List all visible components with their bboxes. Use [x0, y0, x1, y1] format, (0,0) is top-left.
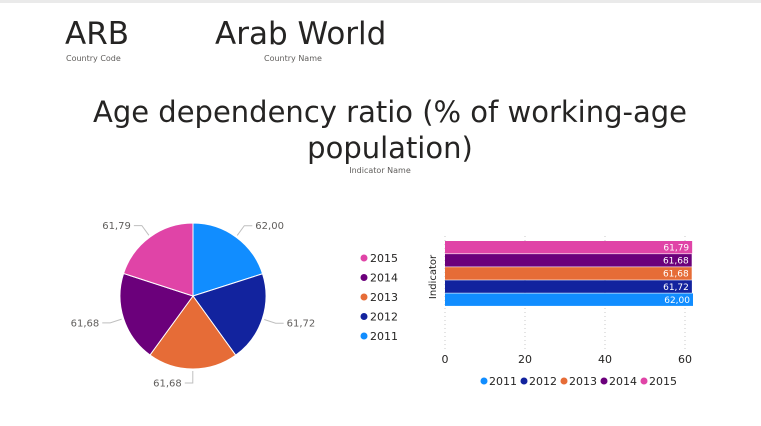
x-tick-label: 20 [518, 353, 532, 366]
legend-marker-2011 [360, 332, 368, 340]
legend-label-2013: 2013 [370, 291, 398, 304]
pie-leader-line [236, 225, 253, 236]
bar-2015[interactable] [445, 241, 693, 254]
pie-slice-2014[interactable] [119, 272, 194, 356]
bar-legend-marker-2011 [480, 377, 488, 385]
bar-data-label-2014: 61,68 [663, 257, 689, 267]
country-code-label: Country Code [66, 54, 121, 63]
bar-data-label-2012: 61,72 [663, 283, 689, 293]
pie-data-label-2012: 61,72 [287, 319, 316, 330]
legend-marker-2012 [360, 313, 368, 320]
legend-label-2011: 2011 [370, 330, 398, 343]
legend-label-2012: 2012 [370, 311, 398, 324]
pie-data-label-2015: 61,79 [102, 221, 131, 232]
bar-legend-label-2012: 2012 [529, 375, 557, 388]
y-axis-title: Indicator [428, 254, 439, 299]
x-tick-label: 0 [442, 353, 449, 366]
legend-marker-2015 [360, 254, 368, 262]
bar-2014[interactable] [445, 254, 692, 267]
pie-slice-2013[interactable] [149, 295, 237, 370]
pie-leader-line [133, 225, 150, 236]
bar-legend-label-2014: 2014 [609, 375, 637, 388]
country-code-value: ARB [65, 16, 130, 52]
bar-data-label-2013: 61,68 [663, 270, 689, 280]
top-border [0, 0, 761, 3]
country-name-label: Country Name [264, 54, 322, 63]
bar-2011[interactable] [445, 293, 693, 306]
country-name-value: Arab World [215, 16, 387, 52]
bar-data-label-2011: 62,00 [664, 296, 690, 306]
bar-legend-marker-2015 [640, 377, 648, 385]
indicator-title: Age dependency ratio (% of working-age p… [93, 95, 687, 165]
pie-leader-line [264, 318, 284, 324]
x-tick-label: 40 [598, 353, 612, 366]
legend-marker-2014 [360, 274, 368, 281]
bar-2012[interactable] [445, 280, 692, 293]
pie-leader-line [102, 318, 122, 324]
bar-data-label-2015: 61,79 [663, 243, 689, 253]
x-tick-label: 60 [678, 353, 692, 366]
legend-marker-2013 [360, 293, 368, 301]
pie-data-label-2014: 61,68 [71, 318, 100, 329]
pie-slice-2012[interactable] [192, 273, 267, 356]
legend-label-2014: 2014 [370, 272, 398, 285]
bar-2013[interactable] [445, 267, 692, 280]
pie-leader-line [184, 370, 194, 384]
bar-legend-marker-2012 [520, 377, 528, 385]
bar-legend-label-2013: 2013 [569, 375, 597, 388]
bar-legend-marker-2014 [600, 377, 608, 385]
pie-data-label-2013: 61,68 [153, 378, 182, 389]
legend-label-2015: 2015 [370, 252, 398, 265]
bar-legend-label-2015: 2015 [649, 375, 677, 388]
indicator-label: Indicator Name [349, 166, 411, 175]
pie-slice-2011[interactable] [192, 222, 264, 297]
bar-legend-marker-2013 [560, 377, 568, 385]
pie-data-label-2011: 62,00 [255, 221, 284, 232]
pie-slice-2015[interactable] [122, 222, 194, 297]
bar-legend-label-2011: 2011 [489, 375, 517, 388]
